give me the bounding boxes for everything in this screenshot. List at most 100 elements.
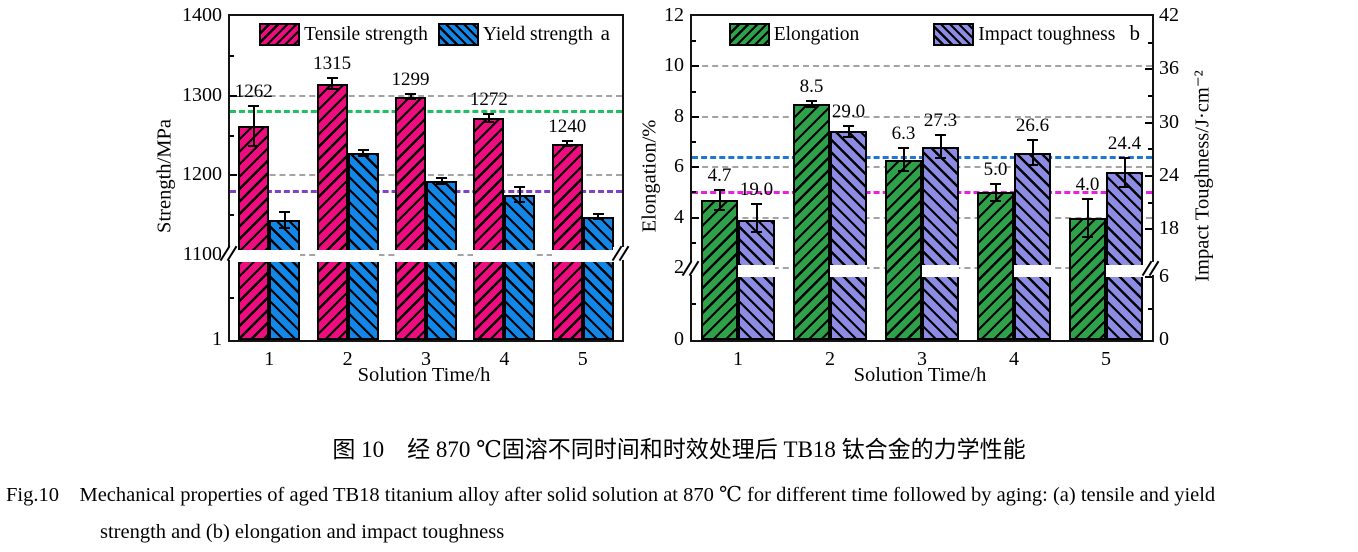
error-bar-cap (714, 209, 725, 212)
axis-break-band (738, 264, 775, 277)
error-bar (487, 114, 490, 122)
error-bar (518, 187, 521, 202)
value-label: 26.6 (1015, 115, 1050, 137)
axis-break-icon (681, 260, 700, 277)
error-bar-cap (990, 182, 1001, 185)
axis-tick-label: 18 (1159, 217, 1179, 240)
bar-tensile-strength-1 (238, 125, 270, 340)
error-bar-cap (1027, 164, 1038, 167)
axis-break-band (922, 264, 959, 277)
axis-break-band (316, 249, 348, 262)
axis-break-band (269, 249, 301, 262)
error-bar (283, 212, 286, 228)
bar-yield-strength-5 (582, 216, 614, 340)
value-label: 1262 (234, 81, 273, 103)
axis-minor-tick (692, 241, 696, 244)
x-axis-title-a: Solution Time/h (357, 364, 491, 386)
error-bar-cap (1082, 197, 1093, 200)
value-label: 8.5 (799, 76, 824, 98)
error-bar (1123, 158, 1126, 187)
error-bar (810, 101, 813, 108)
legend-label: Tensile strength (304, 23, 428, 45)
axis-minor-tick (692, 90, 696, 93)
error-bar-cap (357, 148, 369, 151)
error-bar-cap (898, 147, 909, 150)
axis-tick-label: 24 (1159, 163, 1179, 186)
axis-break-band (504, 249, 536, 262)
axis-tick-label: 0 (674, 328, 684, 350)
x-tick-label: 4 (499, 348, 510, 370)
legend-label: Yield strength (482, 23, 593, 45)
legend-swatch-tensile-strength (259, 23, 301, 46)
axis-tick-label: 42 (1159, 4, 1179, 26)
axis-tick (230, 94, 237, 97)
value-label: 1299 (391, 69, 430, 91)
error-bar-cap (592, 218, 604, 221)
gridline (692, 65, 1152, 68)
error-bar-cap (1119, 185, 1130, 188)
bar-yield-strength-3 (426, 180, 457, 340)
error-bar-cap (248, 144, 260, 147)
bar-elongation-3 (885, 159, 922, 340)
axis-tick-label: 2 (674, 256, 684, 279)
legend-a: Tensile strength Yield strength (230, 23, 622, 46)
axis-tick-label: 6 (674, 155, 684, 178)
error-bar-cap (990, 200, 1001, 203)
x-axis-title-b: Solution Time/h (853, 364, 987, 386)
legend-entry: Yield strength (437, 23, 593, 46)
plot-area-a: Tensile strength Yield strength a 1400 130… (182, 4, 630, 370)
panel-label-b: b (1129, 21, 1141, 45)
axis-tick-label: 1 (212, 328, 222, 350)
panel-label-a: a (600, 21, 610, 45)
error-bar-cap (592, 213, 604, 216)
legend-entry: Tensile strength (259, 23, 428, 46)
axis-minor-tick (1148, 94, 1152, 97)
axis-minor-tick (1148, 307, 1152, 310)
error-bar-cap (561, 144, 573, 147)
bar-elongation-2 (793, 104, 830, 340)
error-bar (252, 106, 255, 146)
error-bar (1031, 140, 1034, 166)
error-bar-cap (898, 170, 909, 173)
error-bar (440, 177, 443, 185)
axis-minor-tick (230, 54, 234, 57)
error-bar-cap (279, 227, 291, 229)
value-label: 19.0 (739, 179, 774, 201)
bar-elongation-4 (977, 192, 1014, 340)
bar-yield-strength-1 (269, 220, 301, 340)
axis-break-band (582, 249, 614, 262)
axis-minor-tick (230, 134, 234, 137)
x-tick-label: 1 (264, 348, 275, 370)
bar-tensile-strength-5 (551, 143, 583, 340)
axis-break-band (347, 249, 379, 262)
bar-impact-toughness-1 (738, 220, 775, 340)
axis-break-band (238, 249, 270, 262)
error-bar-cap (751, 231, 762, 234)
axis-tick (1145, 121, 1152, 124)
axis-tick (692, 65, 699, 68)
axis-break-band (551, 249, 583, 262)
axis-tick (1145, 228, 1152, 231)
bar-impact-toughness-5 (1106, 172, 1143, 340)
error-bar (847, 126, 850, 137)
legend-entry: Elongation (728, 23, 859, 46)
axis-break-icon (219, 245, 238, 262)
axis-tick (1145, 276, 1152, 279)
axis-tick (692, 166, 699, 169)
value-label: 5.0 (983, 158, 1008, 180)
gridline (230, 174, 622, 177)
chart-panel-a: Tensile strength Yield strength a 1400 130… (154, 4, 630, 386)
error-bar (331, 78, 334, 90)
error-bar-cap (514, 186, 526, 189)
error-bar-cap (935, 134, 946, 137)
caption-english-line1: Fig.10 Mechanical properties of aged TB1… (6, 484, 1216, 506)
value-label: 29.0 (831, 101, 866, 123)
value-label: 1315 (313, 53, 352, 75)
error-bar (939, 135, 942, 159)
x-tick-label: 3 (917, 348, 927, 370)
x-tick-label: 1 (733, 348, 743, 370)
bar-yield-strength-4 (504, 194, 536, 340)
axis-tick (692, 216, 699, 219)
error-bar (755, 204, 758, 233)
